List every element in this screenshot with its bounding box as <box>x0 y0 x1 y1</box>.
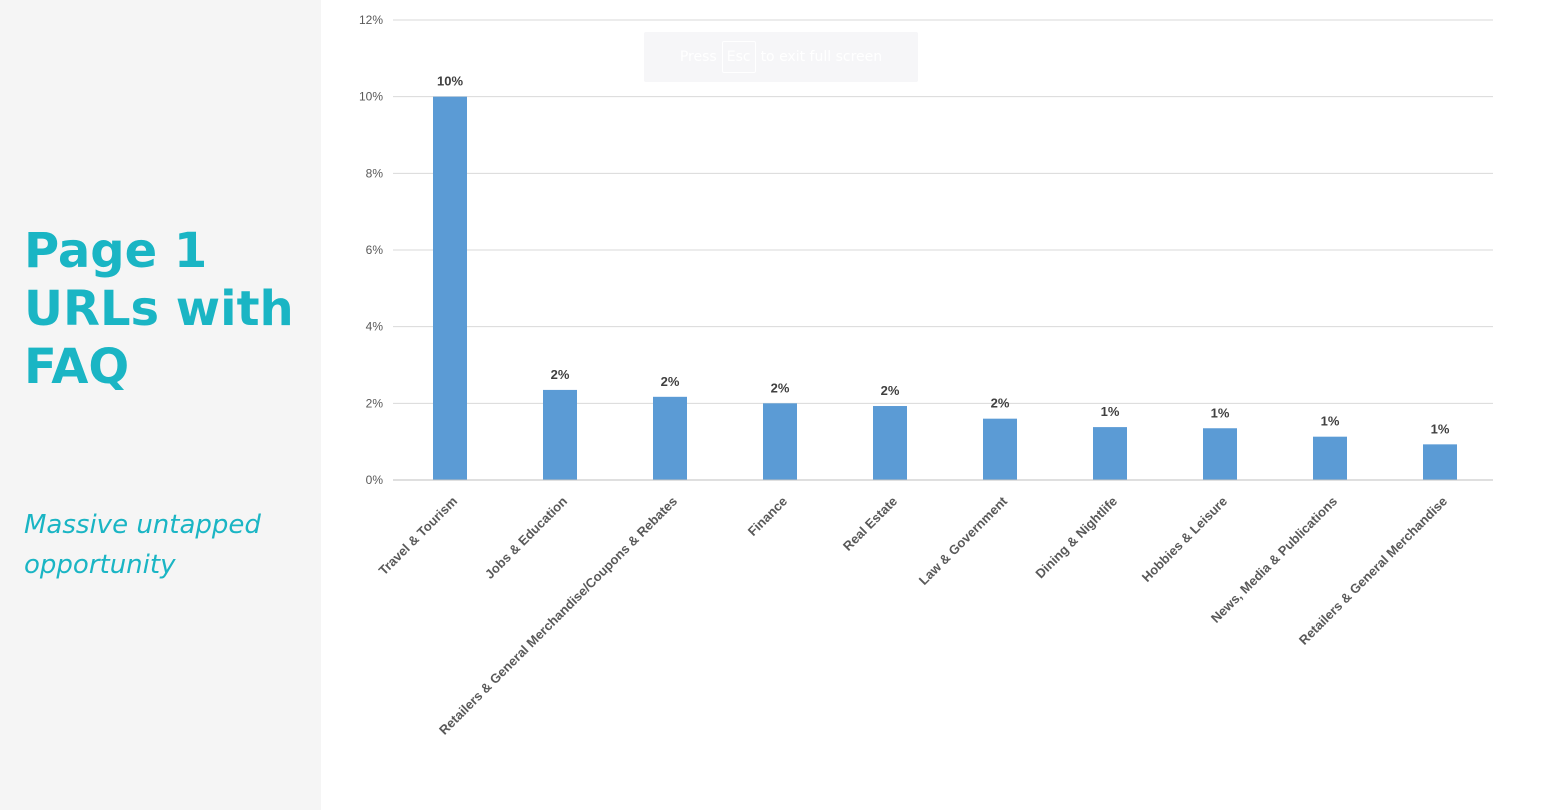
bar <box>543 389 577 480</box>
y-tick-label: 12% <box>359 13 383 27</box>
slide-title-line: FAQ <box>24 339 130 395</box>
fullscreen-notice: Press Esc to exit full screen <box>644 32 918 82</box>
data-label: 2% <box>881 383 900 398</box>
bar <box>1423 444 1457 480</box>
y-tick-label: 2% <box>366 396 384 410</box>
slide-title-line: Page 1 <box>24 223 208 279</box>
x-tick-label: Dining & Nightlife <box>1032 494 1120 582</box>
x-tick-label: Retailers & General Merchandise/Coupons … <box>436 494 680 738</box>
bar <box>433 96 467 481</box>
data-label: 2% <box>661 374 680 389</box>
data-label: 1% <box>1211 405 1230 420</box>
data-label: 2% <box>991 396 1010 411</box>
y-tick-label: 10% <box>359 90 383 104</box>
y-tick-label: 4% <box>366 320 384 334</box>
x-tick-label: Real Estate <box>840 494 900 554</box>
slide-subtitle: Massive untapped opportunity <box>24 505 314 585</box>
data-label: 1% <box>1431 421 1450 436</box>
bar <box>873 406 907 480</box>
fullscreen-notice-text: to exit full screen <box>760 49 883 65</box>
y-tick-label: 6% <box>366 243 384 257</box>
esc-key-badge: Esc <box>721 41 756 73</box>
left-panel: Page 1 URLs with FAQ Massive untapped op… <box>0 0 321 810</box>
slide-subtitle-line: opportunity <box>24 550 176 580</box>
x-tick-label: Travel & Tourism <box>376 494 461 579</box>
slide-subtitle-line: Massive untapped <box>24 510 261 540</box>
x-tick-label: Law & Government <box>916 493 1011 588</box>
chart-area: 0% 2% 4% 6% 8% 10% 12% 10% Travel & Tourism 2% Job… <box>321 0 1541 810</box>
slide-title: Page 1 URLs with FAQ <box>24 222 314 396</box>
bar <box>1313 436 1347 480</box>
x-tick-label: News, Media & Publications <box>1208 494 1340 626</box>
bar-chart: 0% 2% 4% 6% 8% 10% 12% 10% Travel & Tourism 2% Job… <box>359 13 1493 738</box>
data-label: 1% <box>1321 414 1340 429</box>
data-label: 10% <box>437 74 463 89</box>
bar <box>983 418 1017 480</box>
bar <box>1093 427 1127 480</box>
bar <box>1203 428 1237 480</box>
x-tick-label: Hobbies & Leisure <box>1139 494 1230 585</box>
bar <box>763 403 797 480</box>
x-tick-label: Finance <box>745 494 790 539</box>
x-tick-label: Jobs & Education <box>482 493 570 581</box>
slide-title-line: URLs with <box>24 281 294 337</box>
bar <box>653 396 687 480</box>
y-tick-label: 0% <box>366 473 384 487</box>
data-label: 1% <box>1101 404 1120 419</box>
y-tick-label: 8% <box>366 166 384 180</box>
fullscreen-notice-press: Press <box>679 49 717 65</box>
data-label: 2% <box>551 367 570 382</box>
data-label: 2% <box>771 380 790 395</box>
